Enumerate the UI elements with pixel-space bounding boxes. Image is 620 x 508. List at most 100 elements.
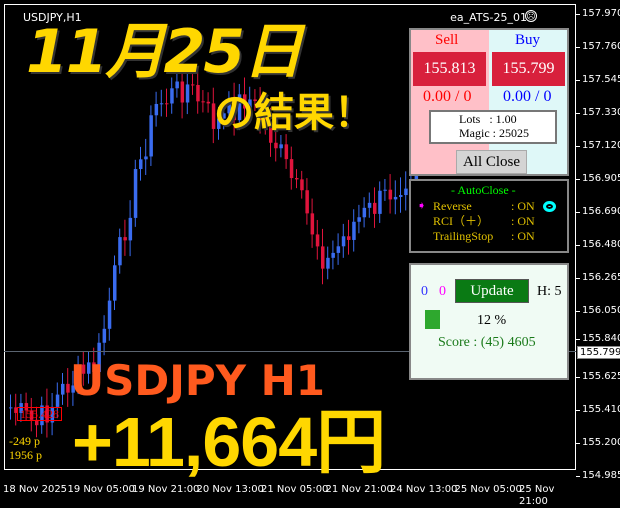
candle-body (206, 101, 211, 104)
candle-body (404, 188, 408, 196)
price-tick (576, 339, 580, 340)
candle-body (149, 115, 153, 157)
candle-body (274, 142, 278, 149)
progress-indicator (425, 310, 440, 329)
price-tick-label: 156.050 (582, 305, 620, 316)
price-tick-label: 155.840 (582, 333, 620, 344)
candle-body (159, 103, 164, 105)
ea-name-label: ea_ATS-25_01 (450, 11, 527, 24)
price-tick-label: 154.985 (582, 470, 620, 481)
candle-body (61, 383, 65, 395)
candle-body (362, 207, 367, 218)
candle-body (243, 94, 247, 109)
candle-body (71, 385, 75, 393)
price-tick (576, 179, 580, 180)
candle-body (170, 88, 174, 104)
trailingstop-value: : ON (511, 229, 535, 243)
price-tick (576, 443, 580, 444)
update-button[interactable]: Update (455, 279, 529, 303)
sell-button[interactable]: 155.813 (413, 52, 486, 86)
trade-panel: Sell Buy 155.813 155.799 0.00 / 0 0.00 /… (409, 28, 569, 176)
candle-body (211, 103, 216, 129)
count-magenta: 0 (439, 284, 446, 299)
price-tick-label: 156.480 (582, 239, 620, 250)
arrow-right-icon: ➧ (417, 200, 427, 212)
result-overlay: の結果！ (214, 90, 374, 136)
candle-body (336, 246, 341, 253)
buy-pl: 0.00 / 0 (503, 88, 552, 105)
candle-body (341, 236, 346, 247)
candle-body (133, 169, 138, 218)
candlestick-series (9, 63, 419, 438)
pl-points-2: 1956 p (9, 448, 42, 462)
price-tick-label: 156.905 (582, 173, 620, 184)
candle-body (326, 257, 330, 269)
candle-body (393, 196, 398, 200)
sell-label: Sell (435, 32, 459, 48)
status-dot-icon (543, 201, 556, 212)
current-price-line (4, 351, 576, 352)
buy-label: Buy (515, 32, 541, 48)
price-chart[interactable]: USDJPY,H1 ea_ATS-25_01 ☹ 155.428 -249 p … (4, 4, 576, 470)
candle-body (45, 405, 49, 423)
time-tick-label: 25 Nov 05:00 (454, 484, 522, 495)
reverse-value: : ON (511, 199, 535, 213)
candle-body (305, 190, 309, 214)
time-axis: 18 Nov 2025 19 Nov 05:00 19 Nov 21:00 20 No… (0, 481, 580, 507)
price-tick (576, 278, 580, 279)
candle-body (352, 221, 356, 240)
candle-body (321, 246, 325, 269)
candle-body (113, 265, 117, 301)
candle-body (269, 123, 273, 143)
candle-body (357, 217, 361, 222)
candle-body (300, 179, 304, 191)
candle-body (237, 94, 242, 121)
score-label: Score : (45) 4605 (438, 335, 536, 350)
candle-body (232, 99, 237, 121)
candle-body (180, 81, 185, 103)
candle-body (97, 342, 101, 373)
candle-body (263, 120, 268, 124)
buy-button[interactable]: 155.799 (492, 52, 565, 86)
h-value: H: 5 (537, 284, 562, 299)
all-close-button[interactable]: All Close (456, 150, 527, 174)
sell-pl: 0.00 / 0 (423, 88, 472, 105)
candle-body (50, 406, 55, 423)
candle-body (284, 144, 289, 160)
candle-body (201, 101, 205, 103)
candle-body (227, 99, 231, 114)
price-tick-label: 155.200 (582, 437, 620, 448)
time-tick-label: 20 Nov 13:00 (196, 484, 264, 495)
candle-body (14, 407, 18, 413)
candle-body (414, 172, 419, 182)
autoclose-panel: - AutoClose - ➧ Reverse : ON RCI（＋） : ON… (409, 179, 569, 253)
candle-body (9, 407, 13, 409)
candle-body (29, 410, 34, 420)
trailingstop-label: TrailingStop (433, 229, 494, 243)
candle-body (107, 300, 112, 329)
price-tick (576, 377, 580, 378)
price-tick-label: 157.120 (582, 140, 620, 151)
price-tick (576, 212, 580, 213)
rci-value: : ON (511, 214, 535, 228)
price-tick (576, 245, 580, 246)
candle-body (92, 362, 96, 373)
candle-body (154, 103, 159, 116)
candle-body (258, 101, 263, 121)
candle-body (55, 394, 60, 407)
sad-face-icon: ☹ (525, 10, 537, 22)
candle-body (373, 202, 377, 214)
rci-label: RCI（＋） (433, 214, 490, 228)
price-tick (576, 14, 580, 15)
lots-magic-box: Lots : 1.00 Magic : 25025 (429, 110, 557, 144)
pl-points-1: -249 p (9, 434, 40, 448)
candle-body (24, 403, 29, 411)
candle-body (289, 159, 294, 179)
candle-body (87, 362, 91, 374)
price-tick (576, 311, 580, 312)
lots-label: Lots : 1.00 (459, 112, 517, 126)
candle-body (279, 144, 283, 149)
reverse-label: Reverse (433, 199, 472, 213)
price-tick-label: 155.625 (582, 371, 620, 382)
candle-body (315, 234, 320, 247)
